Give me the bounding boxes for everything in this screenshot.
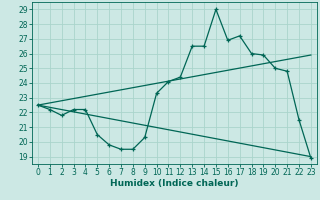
X-axis label: Humidex (Indice chaleur): Humidex (Indice chaleur) [110,179,239,188]
